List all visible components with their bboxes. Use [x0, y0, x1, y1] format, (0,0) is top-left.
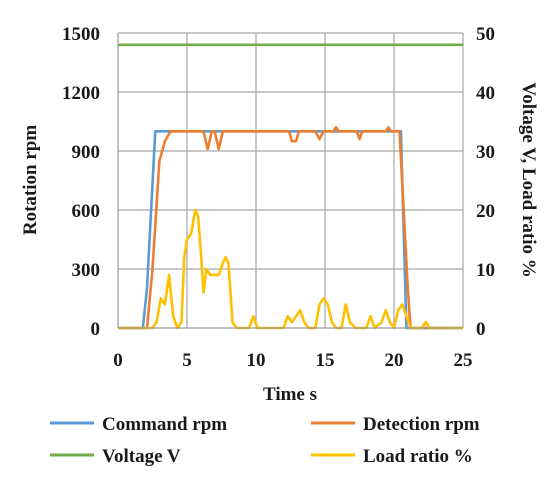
y-right-axis-ticks: 0 10 20 30 40 50	[476, 24, 495, 340]
x-tick-label: 25	[454, 350, 473, 371]
y-right-tick-label: 10	[476, 260, 495, 281]
y-left-axis-ticks: 0 300 600 900 1200 1500	[62, 24, 100, 340]
legend-item: Load ratio %	[311, 446, 473, 467]
x-tick-label: 10	[247, 350, 266, 371]
y-right-tick-label: 20	[476, 201, 495, 222]
y-left-tick-label: 900	[72, 142, 101, 163]
legend-item: Command rpm	[50, 414, 227, 435]
x-tick-label: 0	[113, 350, 123, 371]
legend-item: Detection rpm	[311, 414, 480, 435]
x-tick-label: 5	[182, 350, 192, 371]
x-axis-label: Time s	[263, 384, 317, 405]
legend-label: Detection rpm	[363, 414, 480, 435]
y-left-axis-label: Rotation rpm	[20, 125, 41, 235]
series-line-detection-rpm	[118, 126, 463, 330]
y-left-tick-label: 1200	[62, 83, 100, 104]
legend: Command rpm Detection rpm Voltage V Load ra…	[50, 414, 480, 467]
x-tick-label: 20	[385, 350, 404, 371]
y-left-tick-label: 0	[91, 319, 101, 340]
y-left-tick-label: 300	[72, 260, 101, 281]
x-tick-label: 15	[316, 350, 335, 371]
y-right-tick-label: 50	[476, 24, 495, 45]
legend-label: Command rpm	[102, 414, 227, 435]
plot-area	[117, 32, 464, 330]
y-left-tick-label: 600	[72, 201, 101, 222]
y-right-tick-label: 0	[476, 319, 486, 340]
gridlines	[118, 32, 464, 328]
y-left-tick-label: 1500	[62, 24, 100, 45]
x-axis-ticks: 0 5 10 15 20 25	[113, 350, 472, 371]
y-right-axis-label: Voltage V, Load ratio %	[518, 82, 539, 277]
legend-label: Load ratio %	[363, 446, 473, 467]
series-line-load-ratio	[118, 208, 463, 330]
y-right-tick-label: 30	[476, 142, 495, 163]
legend-label: Voltage V	[102, 446, 181, 467]
legend-item: Voltage V	[50, 446, 181, 467]
y-right-tick-label: 40	[476, 83, 495, 104]
